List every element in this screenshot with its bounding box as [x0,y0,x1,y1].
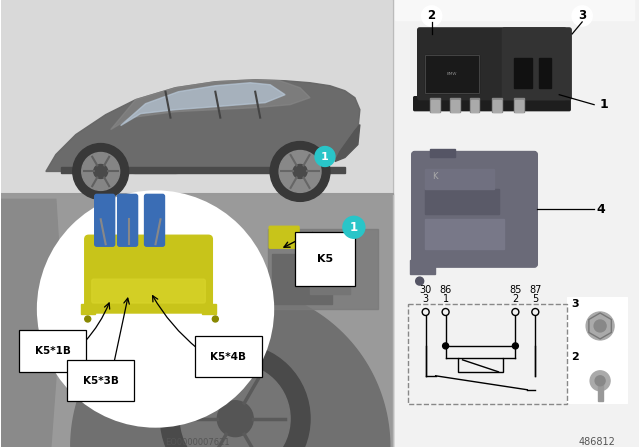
Circle shape [161,344,310,448]
Text: K5*1B: K5*1B [35,346,71,356]
Text: 2: 2 [572,352,579,362]
FancyBboxPatch shape [95,194,115,246]
Text: K5*4B: K5*4B [211,352,246,362]
Text: 3: 3 [578,9,586,22]
FancyBboxPatch shape [92,279,205,303]
Bar [492,98,502,112]
Circle shape [595,376,605,386]
Bar [425,190,499,214]
Circle shape [93,164,108,178]
Circle shape [586,312,614,340]
Text: K5*3B: K5*3B [83,376,118,386]
Bar [567,349,627,403]
Bar [540,58,551,88]
Polygon shape [111,80,310,129]
Bar [449,98,460,112]
Text: 4: 4 [596,203,605,216]
Text: 1: 1 [321,151,329,161]
Polygon shape [46,80,360,173]
Circle shape [513,343,518,349]
Text: 3: 3 [572,299,579,309]
Bar [598,379,603,401]
Bar [429,98,440,112]
Circle shape [212,316,218,322]
Bar [81,304,95,314]
Bar [515,58,532,88]
Circle shape [422,6,442,26]
Bar [515,100,524,112]
Bar [425,169,495,190]
Circle shape [590,371,610,391]
Text: 1: 1 [442,294,449,304]
Bar [310,264,350,294]
Bar [395,0,634,20]
Bar [429,149,454,156]
Bar [272,254,332,304]
Bar [515,98,524,112]
FancyBboxPatch shape [418,28,566,100]
Bar [268,229,378,309]
FancyBboxPatch shape [413,97,570,111]
Circle shape [315,146,335,167]
FancyBboxPatch shape [84,235,212,313]
Bar [458,358,504,372]
Bar [425,55,479,93]
Text: 2: 2 [512,294,518,304]
Text: 86: 86 [440,285,452,295]
Bar [431,100,438,112]
Bar [470,98,479,112]
FancyBboxPatch shape [412,151,538,267]
Circle shape [73,143,129,199]
Text: 5: 5 [532,294,538,304]
Bar [393,0,639,447]
Bar [451,100,458,112]
FancyBboxPatch shape [269,226,299,248]
Bar [425,55,479,93]
Text: 1: 1 [350,221,358,234]
Text: 1: 1 [600,98,609,111]
Bar [202,304,216,314]
Text: K: K [432,172,437,181]
Text: 2: 2 [428,9,436,22]
Polygon shape [120,83,285,125]
Circle shape [416,277,424,285]
Circle shape [218,401,253,437]
FancyBboxPatch shape [502,28,572,100]
FancyBboxPatch shape [118,194,138,246]
Text: BMW: BMW [446,72,457,76]
Polygon shape [71,287,390,447]
Bar [1,194,393,447]
Circle shape [293,164,307,178]
Text: 30: 30 [420,285,432,295]
Circle shape [180,364,290,448]
Circle shape [572,6,592,26]
Text: 85: 85 [509,285,522,295]
Circle shape [343,216,365,238]
Bar [567,297,627,349]
Polygon shape [1,199,61,447]
Circle shape [82,152,120,190]
Polygon shape [61,168,345,173]
Bar [410,260,435,274]
Circle shape [442,64,461,84]
Bar [1,0,393,194]
Polygon shape [335,125,360,161]
Bar [470,100,479,112]
Circle shape [443,343,449,349]
Text: 87: 87 [529,285,541,295]
Text: K5: K5 [317,254,333,264]
FancyBboxPatch shape [145,194,164,246]
Bar [425,220,504,249]
Circle shape [38,191,273,426]
Text: 3: 3 [422,294,429,304]
Text: 486812: 486812 [579,437,616,447]
Text: EO0000007621: EO0000007621 [165,438,230,447]
Bar [493,100,501,112]
Circle shape [270,142,330,201]
Circle shape [594,320,606,332]
Bar [1,194,393,447]
Circle shape [279,151,321,192]
Circle shape [84,316,91,322]
